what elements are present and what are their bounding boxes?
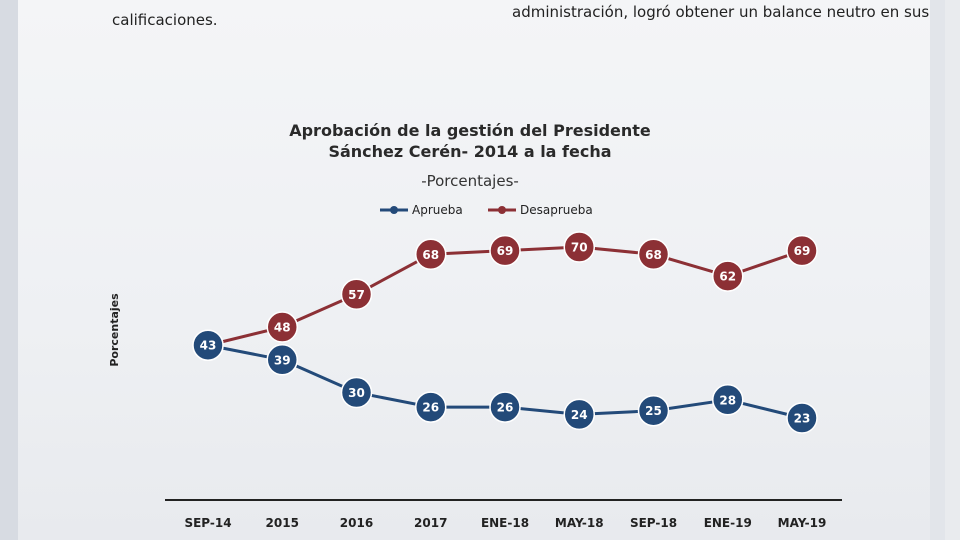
page-edge-left [0,0,18,540]
data-label-desaprueba: 70 [571,241,588,255]
data-label-aprueba: 28 [719,393,736,407]
page-edge-right [930,0,945,540]
data-label-desaprueba: 57 [348,288,365,302]
data-label-desaprueba: 69 [497,244,514,258]
x-tick-label: ENE-19 [704,516,752,530]
chart-title-line-2: Sánchez Cerén- 2014 a la fecha [328,142,612,161]
data-point-aprueba [637,394,670,427]
x-tick-label: 2015 [266,516,299,530]
data-label-desaprueba: 68 [645,248,662,262]
data-point-aprueba [192,329,224,361]
data-point-desaprueba [340,278,373,311]
data-label-aprueba: 43 [200,339,217,353]
data-point-aprueba [340,376,373,409]
x-tick-label: MAY-19 [778,516,827,530]
legend-marker-desaprueba [498,206,506,214]
data-label-aprueba: 30 [348,386,365,400]
data-point-desaprueba [712,260,744,292]
data-point-aprueba [415,391,447,423]
data-point-desaprueba [489,234,521,267]
data-label-desaprueba: 48 [274,321,291,335]
chart-title-line-1: Aprobación de la gestión del Presidente [289,121,651,140]
data-label-aprueba: 24 [571,408,588,422]
data-point-desaprueba [637,238,670,271]
data-point-aprueba [266,344,298,376]
data-label-aprueba: 26 [497,401,514,415]
x-tick-label: ENE-18 [481,516,529,530]
data-point-desaprueba [266,311,298,343]
intro-line-2: calificaciones. [112,11,218,29]
data-point-aprueba [489,391,521,423]
legend-marker-aprueba [390,206,398,214]
data-point-aprueba [786,402,818,434]
legend-label-aprueba: Aprueba [412,203,463,217]
data-point-desaprueba [563,231,595,263]
x-tick-label: MAY-18 [555,516,604,530]
data-label-desaprueba: 68 [422,248,439,262]
intro-line-1: administración, logró obtener un balance… [512,3,930,21]
data-point-aprueba [563,398,595,431]
data-label-aprueba: 39 [274,353,291,367]
x-tick-label: 2016 [340,516,373,530]
data-point-desaprueba [786,234,818,267]
chart-subtitle: -Porcentajes- [421,172,519,190]
data-point-desaprueba [415,238,447,271]
data-label-aprueba: 26 [422,401,439,415]
y-axis-label: Porcentajes [108,293,121,367]
data-label-desaprueba: 69 [794,244,811,258]
data-label-desaprueba: 62 [719,270,736,284]
data-label-aprueba: 25 [645,404,662,418]
x-tick-label: SEP-14 [184,516,231,530]
legend-label-desaprueba: Desaprueba [520,203,593,217]
chart-title: Aprobación de la gestión del Presidente … [250,120,690,162]
x-tick-label: 2017 [414,516,447,530]
data-label-aprueba: 23 [794,412,811,426]
x-tick-label: SEP-18 [630,516,677,530]
data-point-aprueba [712,384,744,416]
